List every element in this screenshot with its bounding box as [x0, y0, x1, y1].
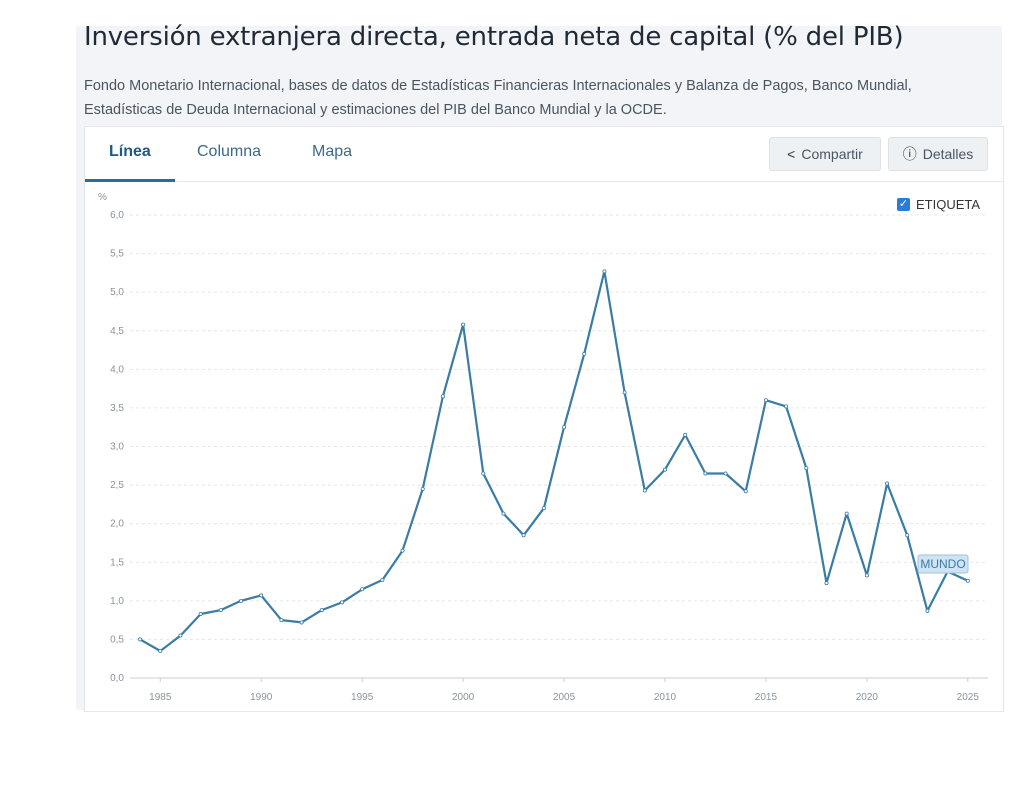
data-point [582, 351, 587, 356]
data-point [400, 548, 405, 553]
chart-tabs: Línea Columna Mapa < Compartir ⓘ Detalle… [85, 127, 1003, 182]
data-point [521, 533, 526, 538]
x-tick-label: 2005 [553, 692, 576, 703]
data-point [622, 390, 627, 395]
y-tick-label: 2,0 [110, 519, 124, 530]
data-point [279, 618, 284, 623]
data-point [481, 471, 486, 476]
data-point [562, 425, 567, 430]
data-point [763, 398, 768, 403]
y-tick-label: 6,0 [110, 210, 124, 221]
data-point [602, 269, 607, 274]
data-point [158, 648, 163, 653]
data-point [380, 577, 385, 582]
active-tab-indicator [85, 179, 175, 182]
y-tick-label: 5,5 [110, 249, 124, 260]
y-tick-label: 2,5 [110, 480, 124, 491]
data-point [703, 471, 708, 476]
x-tick-label: 1985 [149, 692, 172, 703]
page-title: Inversión extranjera directa, entrada ne… [84, 22, 904, 52]
data-point [905, 533, 910, 538]
y-tick-label: 5,0 [110, 287, 124, 298]
x-tick-label: 2010 [654, 692, 677, 703]
y-tick-label: 4,0 [110, 364, 124, 375]
data-point [642, 488, 647, 493]
data-point [319, 608, 324, 613]
data-point [541, 506, 546, 511]
y-tick-label: 3,5 [110, 403, 124, 414]
data-point [461, 322, 466, 327]
x-tick-label: 2015 [755, 692, 778, 703]
data-point [239, 598, 244, 603]
data-point [339, 600, 344, 605]
details-button[interactable]: ⓘ Detalles [888, 137, 988, 171]
data-point [683, 432, 688, 437]
data-point [784, 404, 789, 409]
data-point [420, 486, 425, 491]
series-line-mundo [139, 270, 969, 653]
data-point [824, 581, 829, 586]
data-point [501, 511, 506, 516]
label-toggle-text: ETIQUETA [916, 197, 981, 212]
y-tick-label: 0,0 [110, 673, 124, 684]
y-tick-label: 1,0 [110, 596, 124, 607]
data-point [965, 578, 970, 583]
data-point [218, 608, 223, 613]
data-point [844, 511, 849, 516]
data-point [723, 471, 728, 476]
x-tick-label: 2025 [957, 692, 980, 703]
data-point [138, 637, 143, 642]
source-note: Fondo Monetario Internacional, bases de … [84, 78, 912, 118]
data-point [299, 620, 304, 625]
series-label-box [917, 554, 969, 574]
data-point [178, 633, 183, 638]
data-point [864, 573, 869, 578]
y-tick-label: 4,5 [110, 326, 124, 337]
tab-mapa[interactable]: Mapa [312, 143, 353, 160]
x-tick-label: 2000 [452, 692, 475, 703]
tab-linea[interactable]: Línea [109, 143, 151, 160]
data-point [885, 481, 890, 486]
y-axis-unit: % [98, 192, 107, 203]
x-tick-label: 1995 [351, 692, 374, 703]
label-toggle[interactable]: ✓ ETIQUETA [897, 197, 980, 212]
x-tick-label: 2020 [856, 692, 879, 703]
info-icon: ⓘ [902, 146, 917, 162]
data-point [259, 593, 264, 598]
share-button[interactable]: < Compartir [769, 137, 881, 171]
data-point [743, 489, 748, 494]
data-point [662, 467, 667, 472]
data-point [925, 608, 930, 613]
y-tick-label: 1,5 [110, 557, 124, 568]
chart-card: Línea Columna Mapa < Compartir ⓘ Detalle… [84, 126, 1004, 712]
details-label: Detalles [922, 146, 974, 162]
x-tick-label: 1990 [250, 692, 273, 703]
share-label: Compartir [801, 146, 863, 162]
data-point [360, 587, 365, 592]
data-point [198, 611, 203, 616]
tab-columna[interactable]: Columna [197, 143, 262, 160]
y-tick-label: 3,0 [110, 442, 124, 453]
share-icon: < [787, 146, 796, 162]
y-tick-label: 0,5 [110, 634, 124, 645]
checkbox-checked-icon[interactable]: ✓ [897, 198, 910, 211]
data-point [440, 394, 445, 399]
series-label-mundo: MUNDO [920, 557, 965, 571]
data-point [804, 466, 809, 471]
